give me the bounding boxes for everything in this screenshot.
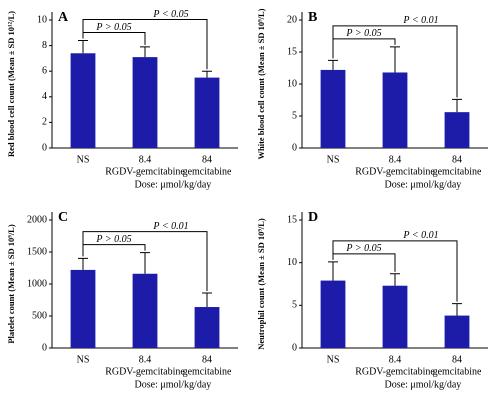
x-tick-label: 84: [202, 154, 212, 165]
error-bar: [78, 39, 88, 54]
bracket: [82, 231, 208, 291]
y-tick-label: 1000: [27, 278, 47, 289]
error-bar: [452, 98, 462, 113]
x-axis-label: Dose: μmol/kg/day: [135, 379, 212, 390]
x-tick-label: 84: [452, 354, 462, 365]
bracket: [82, 244, 146, 257]
y-tick-label: 15: [287, 46, 297, 57]
x-tick-label: 8.4: [139, 154, 152, 165]
bar: [444, 112, 470, 148]
error-bar: [328, 59, 338, 70]
x-tick-sublabel: RGDV-gemcitabine: [105, 166, 185, 177]
bracket: [332, 25, 458, 98]
y-tick-label: 10: [37, 14, 47, 25]
bracket: [82, 18, 208, 70]
x-tick-label: 84: [202, 354, 212, 365]
y-tick-label: 2000: [27, 214, 47, 225]
x-tick-label: NS: [327, 154, 340, 165]
p-value: P > 0.05: [95, 234, 131, 245]
error-bar: [78, 257, 88, 270]
p-value: P > 0.05: [345, 28, 381, 39]
bar: [70, 269, 96, 348]
y-axis-label: White blood cell count (Mean ± SD 10⁹/L): [256, 8, 266, 159]
bar: [382, 72, 408, 148]
p-value: P > 0.05: [95, 22, 131, 33]
bar: [132, 273, 158, 348]
panel-label: A: [58, 10, 69, 25]
bracket: [82, 31, 146, 45]
p-value: P < 0.01: [402, 15, 438, 26]
x-axis-label: Dose: μmol/kg/day: [135, 179, 212, 190]
x-axis-label: Dose: μmol/kg/day: [385, 379, 462, 390]
p-value: P < 0.01: [402, 230, 438, 241]
p-value: P > 0.05: [345, 243, 381, 254]
y-tick-label: 500: [32, 310, 47, 321]
x-tick-label: 8.4: [389, 154, 402, 165]
y-tick-label: 5: [292, 300, 297, 311]
bar: [444, 315, 470, 348]
x-tick-sublabel: RGDV-gemcitabine: [105, 366, 185, 377]
y-tick-label: 2: [42, 117, 47, 128]
y-tick-label: 0: [42, 342, 47, 353]
bar: [70, 53, 96, 148]
x-tick-sublabel: RGDV-gemcitabine: [355, 166, 435, 177]
x-tick-label: 84: [452, 154, 462, 165]
bracket: [332, 253, 396, 272]
error-bar: [390, 273, 400, 286]
error-bar: [390, 46, 400, 73]
y-tick-label: 10: [287, 78, 297, 89]
x-tick-sublabel: gemcitabine: [183, 366, 232, 377]
y-tick-label: 5: [292, 110, 297, 121]
panel-label: D: [308, 210, 318, 225]
bar: [132, 57, 158, 149]
y-tick-label: 15: [287, 214, 297, 225]
error-bar: [140, 252, 150, 274]
bracket: [332, 240, 458, 302]
bar: [382, 285, 408, 348]
y-tick-label: 1500: [27, 246, 47, 257]
bar: [320, 280, 346, 348]
p-value: P < 0.05: [152, 9, 188, 20]
x-tick-sublabel: gemcitabine: [183, 166, 232, 177]
error-bar: [202, 70, 212, 78]
y-axis-label: Red blood cell count (Mean ± SD 10¹²/L): [6, 11, 16, 157]
error-bar: [328, 261, 338, 281]
x-tick-label: 8.4: [389, 354, 402, 365]
bar: [320, 69, 346, 148]
bar: [194, 307, 220, 348]
y-tick-label: 0: [292, 342, 297, 353]
x-tick-sublabel: gemcitabine: [433, 366, 482, 377]
panel-label: C: [58, 210, 68, 225]
y-tick-label: 0: [42, 142, 47, 153]
y-tick-label: 4: [42, 91, 47, 102]
p-value: P < 0.01: [152, 221, 188, 232]
y-tick-label: 10: [287, 257, 297, 268]
y-tick-label: 6: [42, 65, 47, 76]
x-axis-label: Dose: μmol/kg/day: [385, 179, 462, 190]
x-tick-label: 8.4: [139, 354, 152, 365]
x-tick-sublabel: gemcitabine: [433, 166, 482, 177]
x-tick-label: NS: [77, 154, 90, 165]
bar: [194, 77, 220, 148]
bracket: [332, 38, 396, 59]
x-tick-label: NS: [77, 354, 90, 365]
error-bar: [202, 292, 212, 308]
y-tick-label: 20: [287, 14, 297, 25]
error-bar: [452, 303, 462, 316]
x-tick-label: NS: [327, 354, 340, 365]
y-axis-label: Platelet count (Mean ± SD 10⁹/L): [6, 224, 16, 344]
y-tick-label: 0: [292, 142, 297, 153]
panel-label: B: [308, 10, 317, 25]
y-axis-label: Neutrophil count (Mean ± SD 10⁹/L): [256, 218, 266, 350]
y-tick-label: 8: [42, 40, 47, 51]
x-tick-sublabel: RGDV-gemcitabine: [355, 366, 435, 377]
error-bar: [140, 46, 150, 58]
